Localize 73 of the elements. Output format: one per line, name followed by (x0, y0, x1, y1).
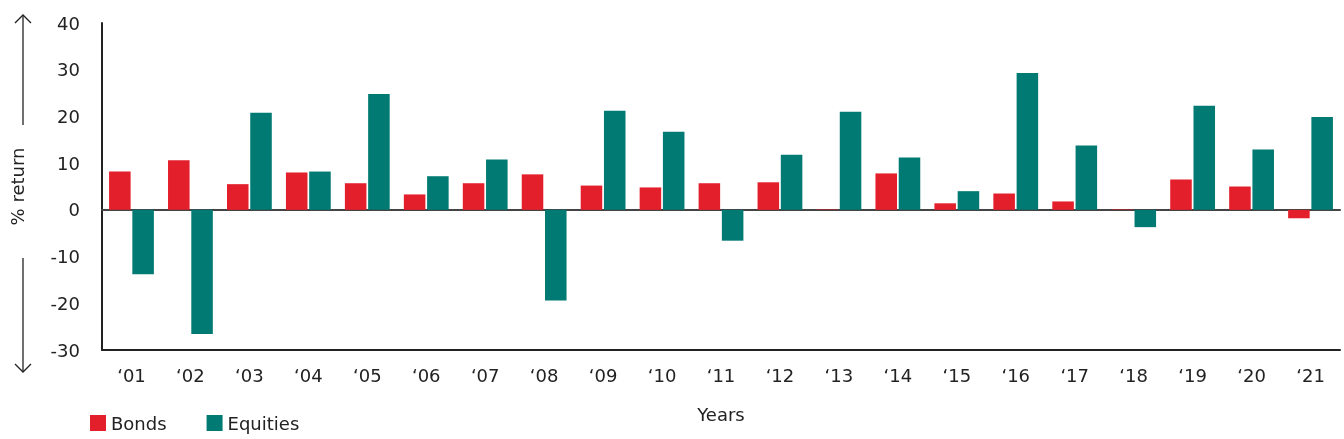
bar (132, 209, 154, 275)
bar (427, 176, 449, 210)
y-tick-label: 40 (57, 12, 80, 34)
x-tick-label: ‘08 (529, 364, 559, 386)
x-tick-label: ‘07 (470, 364, 500, 386)
legend-label: Equities (227, 412, 300, 434)
x-tick-label: ‘12 (765, 364, 795, 386)
bar (898, 157, 921, 210)
bar (1134, 209, 1157, 228)
y-tick-label: 0 (68, 199, 80, 221)
bar (545, 209, 567, 301)
x-tick-label: ‘19 (1178, 364, 1207, 386)
x-tick-label: ‘04 (294, 364, 323, 386)
x-tick-label: ‘14 (883, 364, 913, 386)
bar (1170, 179, 1192, 210)
x-tick-label: ‘06 (411, 364, 441, 386)
bar (1193, 105, 1216, 210)
bar (109, 171, 131, 210)
y-tick-label: -20 (50, 292, 80, 314)
x-tick-label: ‘03 (235, 364, 264, 386)
x-tick-label: ‘01 (117, 364, 146, 386)
bar (639, 187, 662, 210)
x-tick-label: ‘17 (1060, 364, 1090, 386)
bar (721, 209, 744, 241)
x-tick-label: ‘21 (1296, 364, 1325, 386)
bar (580, 185, 603, 210)
x-tick-label: ‘02 (176, 364, 205, 386)
y-tick-label: 30 (57, 59, 80, 81)
x-tick-label: ‘13 (824, 364, 854, 386)
bar (403, 194, 426, 210)
bar (191, 209, 213, 335)
bar (344, 183, 367, 210)
x-axis-title: Years (696, 403, 745, 425)
y-tick-label: 10 (57, 152, 80, 174)
bar (226, 184, 249, 210)
bar (993, 193, 1015, 210)
x-tick-label: ‘09 (588, 364, 618, 386)
bar (1075, 145, 1098, 210)
bar (603, 110, 626, 210)
legend-label: Bonds (111, 412, 167, 434)
x-tick-label: ‘15 (942, 364, 972, 386)
y-tick-label: -10 (50, 246, 80, 268)
bar (1288, 209, 1310, 219)
bar (168, 160, 190, 210)
bar (934, 203, 956, 210)
x-tick-label: ‘05 (352, 364, 382, 386)
x-tick-label: ‘16 (1001, 364, 1031, 386)
bar (957, 191, 980, 210)
y-tick-label: 20 (57, 105, 80, 127)
y-tick-label: -30 (50, 339, 80, 361)
bar (698, 183, 721, 210)
x-tick-label: ‘20 (1237, 364, 1266, 386)
bar (1052, 201, 1074, 210)
bar (1311, 116, 1333, 210)
bar (757, 182, 780, 210)
bar (486, 159, 508, 210)
bar (368, 94, 390, 210)
bar (285, 172, 308, 210)
bar (1252, 149, 1274, 210)
bar (839, 111, 862, 210)
x-tick-label: ‘11 (706, 364, 736, 386)
y-axis-title: % return (6, 147, 28, 226)
bar (309, 171, 331, 210)
bar (250, 112, 272, 210)
bar (1229, 186, 1251, 210)
bar (521, 174, 544, 210)
bar (780, 154, 803, 210)
bar (875, 173, 897, 210)
bar (662, 131, 685, 210)
x-tick-label: ‘18 (1119, 364, 1148, 386)
bar (1016, 72, 1039, 210)
bar (462, 183, 485, 210)
x-tick-label: ‘10 (647, 364, 677, 386)
